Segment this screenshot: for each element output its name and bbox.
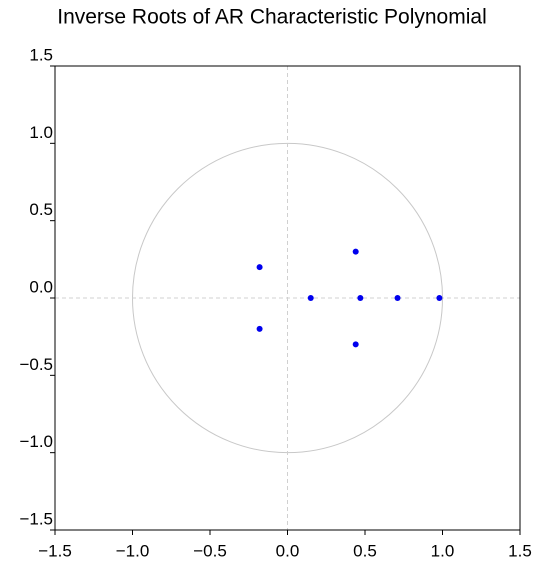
chart-title: Inverse Roots of AR Characteristic Polyn… — [57, 6, 487, 29]
x-tick-label: −1.5 — [38, 541, 72, 560]
y-tick-label: 1.0 — [29, 123, 53, 142]
point — [256, 264, 263, 271]
point — [256, 325, 263, 332]
point — [352, 341, 359, 348]
x-tick-label: 1.0 — [431, 541, 455, 560]
x-tick-label: 0.0 — [276, 541, 300, 560]
y-tick-label: 0.5 — [29, 200, 53, 219]
y-tick-label: −0.5 — [19, 355, 53, 374]
point — [352, 248, 359, 255]
x-tick-label: 0.5 — [353, 541, 377, 560]
y-tick-label: 0.0 — [29, 277, 53, 296]
point — [436, 295, 443, 301]
x-tick-label: 1.5 — [508, 541, 532, 560]
x-tick-label: −0.5 — [193, 541, 227, 560]
point — [394, 295, 401, 301]
y-tick-label: −1.0 — [19, 432, 53, 451]
x-tick-label: −1.0 — [116, 541, 150, 560]
y-tick-label: −1.5 — [19, 509, 53, 528]
point — [307, 295, 314, 301]
point — [357, 295, 364, 301]
y-tick-label: 1.5 — [29, 45, 53, 64]
